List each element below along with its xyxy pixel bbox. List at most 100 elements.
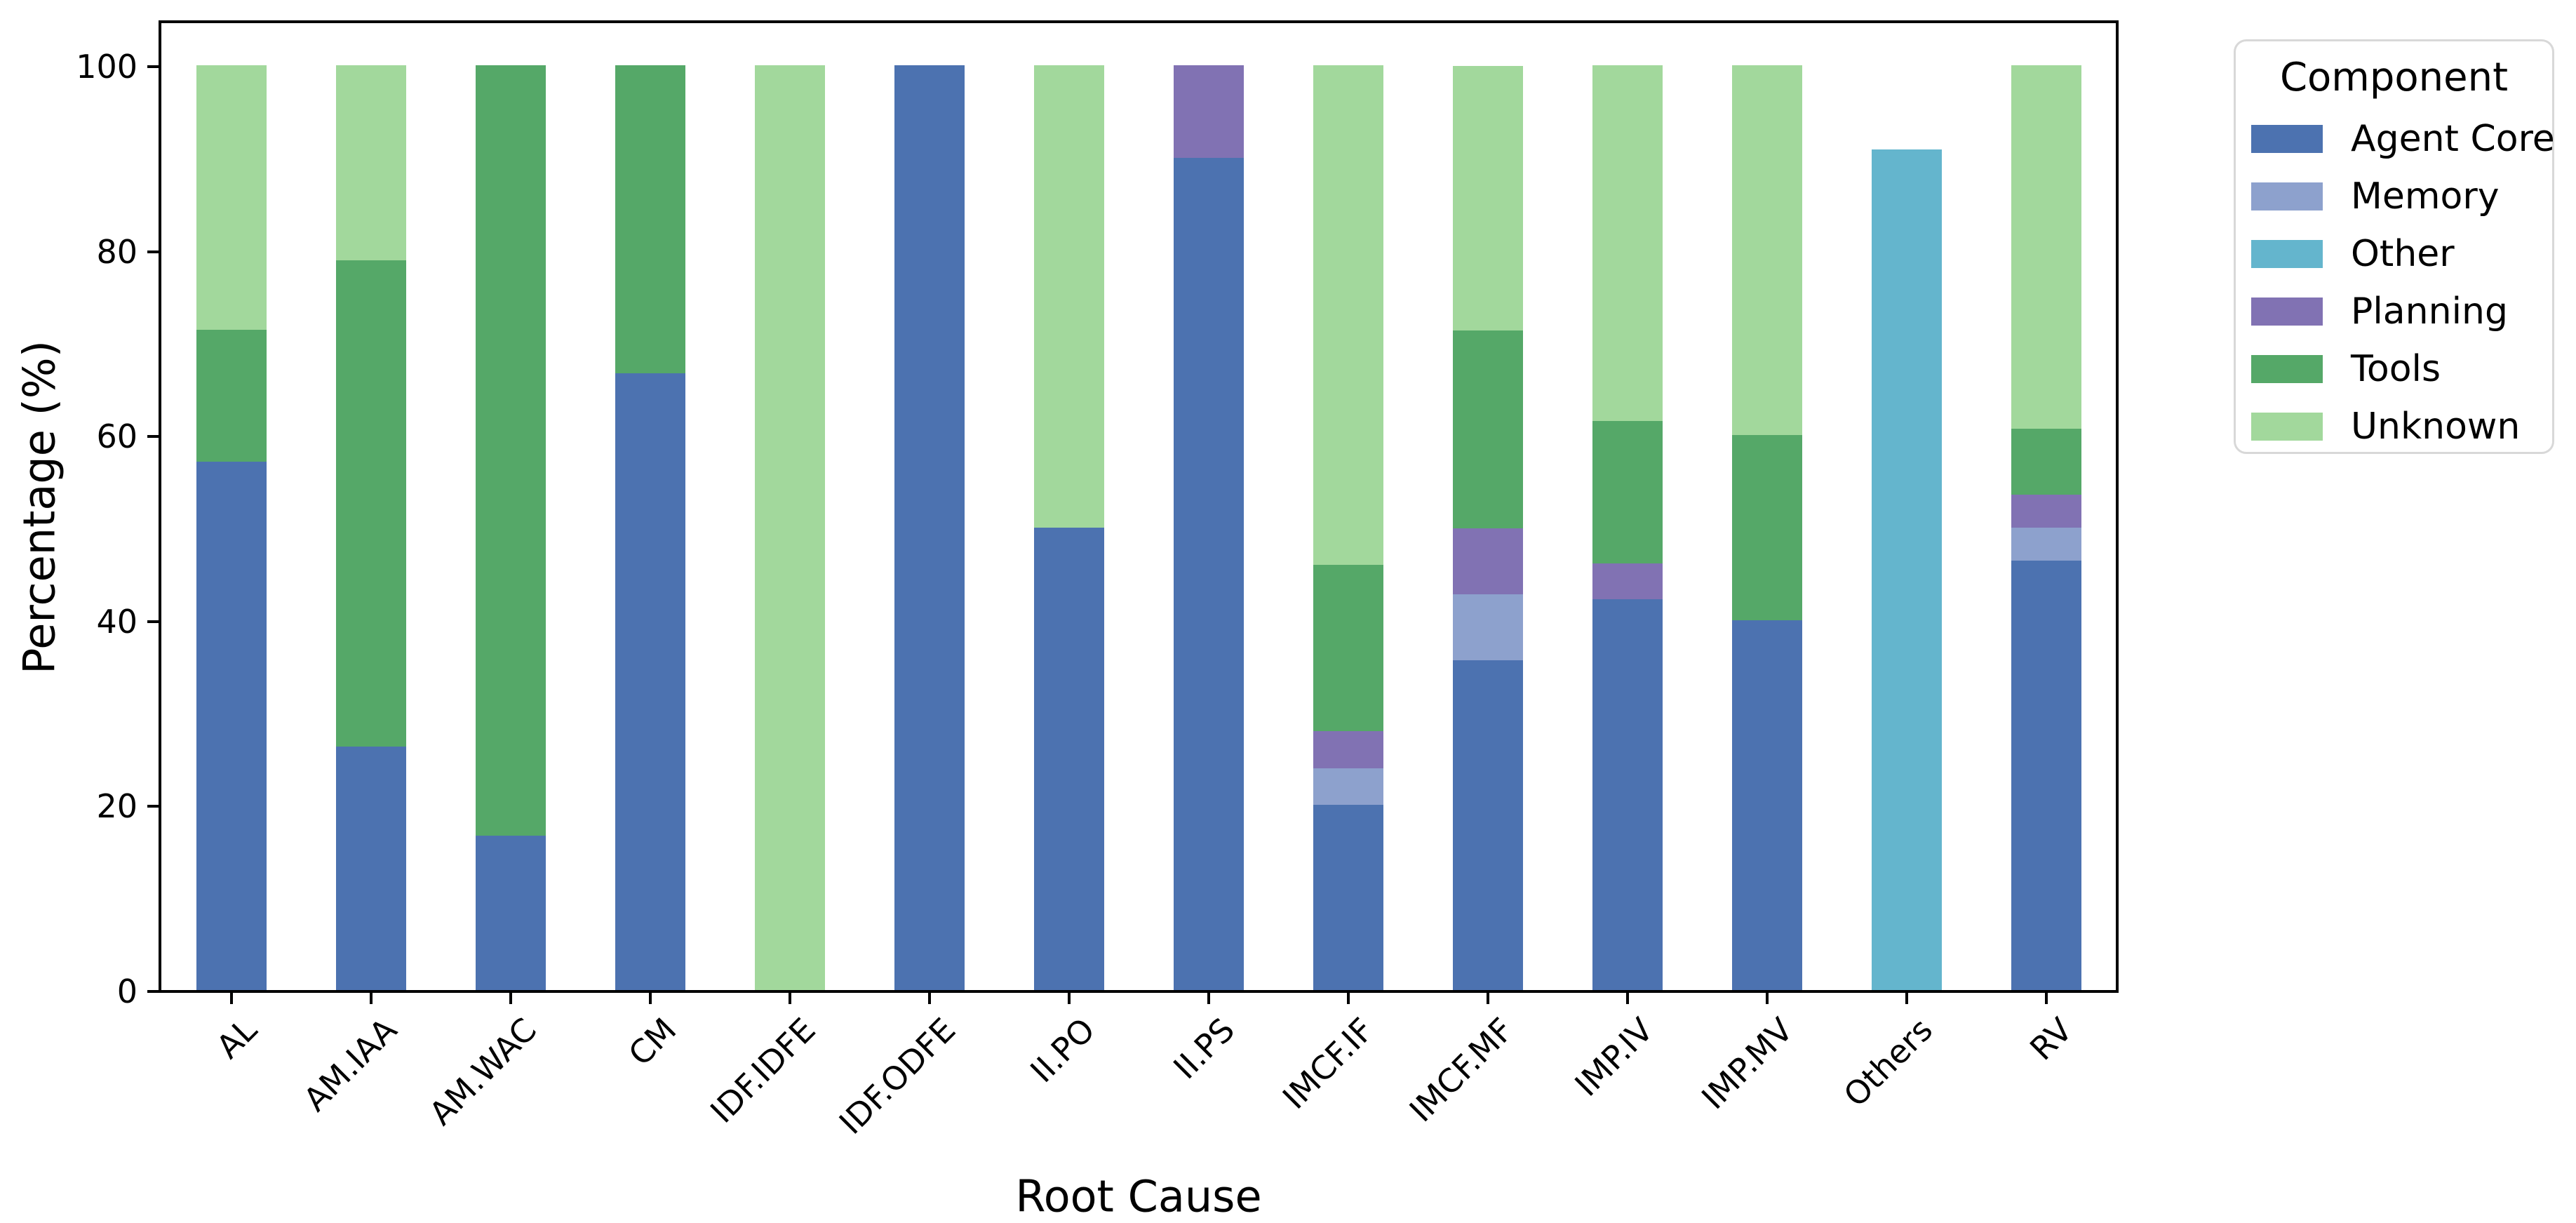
x-tick-label-idf-idfe: IDF.IDFE: [703, 1010, 823, 1130]
y-tick-mark: [147, 620, 159, 623]
x-tick-label-others: Others: [1836, 1010, 1940, 1114]
bar-slot-ii-ps: [1139, 23, 1278, 990]
bar-segment-imp-mv-tools: [1731, 435, 1802, 620]
bar-imp-mv: [1731, 65, 1802, 990]
y-tick-mark: [147, 65, 159, 68]
legend-entry-other: Other: [2236, 225, 2552, 283]
bar-segment-imp-iv-tools: [1592, 421, 1663, 564]
x-tick-label-imcf-mf: IMCF.MF: [1402, 1010, 1521, 1130]
legend-label-memory: Memory: [2351, 175, 2500, 218]
bar-am-iaa: [335, 65, 406, 990]
legend-entries: Agent Core Memory Other Planning Tools Unknow…: [2236, 110, 2555, 455]
bar-slot-imp-mv: [1697, 23, 1837, 990]
bar-segment-imcf-if-unknown: [1313, 65, 1383, 565]
bar-segment-cm-agent-core: [615, 373, 685, 990]
y-tick-mark: [147, 435, 159, 439]
bars-region: [161, 23, 2116, 990]
legend-entry-tools: Tools: [2236, 340, 2552, 398]
bar-segment-al-unknown: [196, 65, 267, 330]
bar-segment-cm-tools: [615, 65, 685, 373]
bar-segment-others-other: [1871, 149, 1942, 990]
bar-slot-am-wac: [441, 23, 580, 990]
legend-entry-memory: Memory: [2236, 168, 2552, 225]
bar-ii-po: [1033, 65, 1104, 990]
x-tick-label-ii-ps: II.PS: [1165, 1010, 1242, 1087]
x-tick-mark: [1207, 993, 1210, 1004]
bar-slot-cm: [580, 23, 720, 990]
bar-segment-rv-unknown: [2011, 65, 2081, 429]
y-tick-mark: [147, 250, 159, 253]
bar-slot-am-iaa: [301, 23, 441, 990]
x-tick-mark: [788, 993, 791, 1004]
legend-title: Component: [2279, 55, 2509, 100]
bar-rv: [2011, 65, 2081, 990]
x-tick-label-imcf-if: IMCF.IF: [1275, 1010, 1381, 1116]
bar-imcf-mf: [1452, 66, 1523, 990]
legend-swatch-agent-core: [2251, 125, 2323, 153]
x-tick-mark: [1067, 993, 1071, 1004]
bar-segment-ii-po-agent-core: [1033, 528, 1104, 990]
bar-segment-ii-ps-agent-core: [1173, 157, 1244, 990]
x-tick-label-idf-odfe: IDF.ODFE: [831, 1010, 962, 1142]
x-tick-mark: [229, 993, 233, 1004]
x-tick-mark: [1905, 993, 1908, 1004]
legend-label-other: Other: [2351, 233, 2455, 275]
bar-segment-imcf-if-memory: [1313, 768, 1383, 806]
y-tick-mark: [147, 990, 159, 993]
legend-label-tools: Tools: [2351, 348, 2441, 390]
legend-label-planning: Planning: [2351, 290, 2508, 333]
bar-segment-am-iaa-unknown: [335, 65, 406, 261]
x-tick-mark: [648, 993, 652, 1004]
y-tick-label: 80: [96, 232, 137, 271]
bar-segment-imp-mv-agent-core: [1731, 620, 1802, 990]
bar-segment-idf-idfe-unknown: [754, 65, 825, 990]
x-tick-mark: [2044, 993, 2048, 1004]
legend-entry-planning: Planning: [2236, 283, 2552, 340]
x-tick-mark: [1765, 993, 1769, 1004]
bar-slot-others: [1837, 23, 1976, 990]
bar-slot-imp-iv: [1557, 23, 1697, 990]
bar-segment-al-tools: [196, 329, 267, 462]
bar-segment-rv-memory: [2011, 528, 2081, 561]
x-axis-title: Root Cause: [1015, 1170, 1262, 1222]
bar-segment-ii-po-unknown: [1033, 65, 1104, 528]
bar-segment-ii-ps-planning: [1173, 65, 1244, 158]
bar-segment-am-iaa-tools: [335, 260, 406, 747]
legend-swatch-tools: [2251, 355, 2323, 383]
legend-label-unknown: Unknown: [2351, 406, 2521, 448]
x-tick-label-cm: CM: [621, 1010, 683, 1074]
bar-ii-ps: [1173, 65, 1244, 990]
y-tick-mark: [147, 805, 159, 808]
x-tick-label-ii-po: II.PO: [1023, 1010, 1102, 1090]
bar-segment-imcf-mf-unknown: [1452, 66, 1523, 331]
bar-segment-imcf-if-tools: [1313, 564, 1383, 732]
bar-segment-am-wac-tools: [475, 65, 546, 836]
legend: Component Agent Core Memory Other Planning T…: [2234, 39, 2555, 455]
x-tick-label-imp-mv: IMP.MV: [1693, 1010, 1800, 1117]
legend-entry-agent-core: Agent Core: [2236, 110, 2555, 168]
bar-segment-imcf-if-agent-core: [1313, 805, 1383, 990]
y-tick-label: 40: [96, 602, 137, 641]
bar-slot-imcf-mf: [1418, 23, 1557, 990]
bar-slot-ii-po: [999, 23, 1139, 990]
legend-swatch-unknown: [2251, 413, 2323, 441]
bar-segment-rv-tools: [2011, 429, 2081, 495]
x-tick-label-am-wac: AM.WAC: [422, 1010, 544, 1132]
bar-segment-imcf-mf-tools: [1452, 330, 1523, 529]
bar-slot-imcf-if: [1278, 23, 1418, 990]
bar-segment-idf-odfe-agent-core: [894, 65, 965, 990]
x-tick-mark: [369, 993, 373, 1004]
legend-swatch-planning: [2251, 298, 2323, 326]
bar-al: [196, 65, 267, 990]
bar-segment-am-iaa-agent-core: [335, 747, 406, 990]
bar-segment-imcf-mf-agent-core: [1452, 660, 1523, 990]
x-tick-label-am-iaa: AM.IAA: [296, 1010, 404, 1119]
bar-segment-al-agent-core: [196, 462, 267, 990]
bar-am-wac: [475, 65, 546, 990]
legend-swatch-memory: [2251, 182, 2323, 210]
x-tick-mark: [1625, 993, 1629, 1004]
y-tick-label: 100: [76, 48, 137, 86]
plot-area: [159, 20, 2119, 993]
bar-segment-imcf-if-planning: [1313, 731, 1383, 768]
